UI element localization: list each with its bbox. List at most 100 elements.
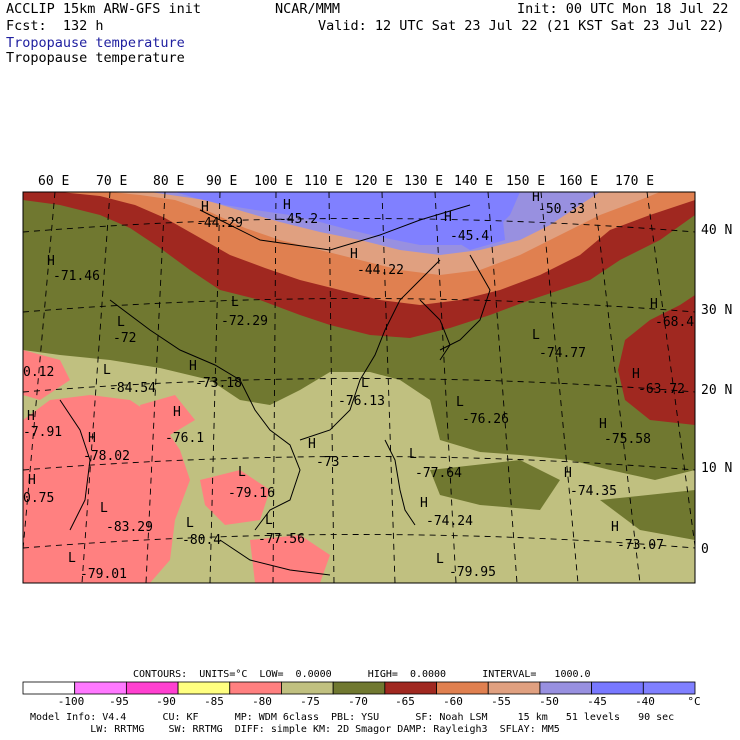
center-type: H	[611, 520, 619, 535]
colorbar-tick-label: -60	[443, 695, 463, 708]
colorbar-box	[487, 681, 541, 695]
colorbar-tick-label: -45	[587, 695, 607, 708]
center-value: -72.29	[221, 314, 268, 329]
center-type: H	[444, 210, 452, 225]
colorbar-tick-label: -75	[300, 695, 320, 708]
colorbar-tick-label: -70	[348, 695, 368, 708]
colorbar-box	[436, 681, 489, 695]
lon-label: 150 E	[506, 174, 545, 189]
latitude-line-10n	[23, 456, 695, 471]
contours-info: CONTOURS: UNITS=°C LOW= 0.0000 HIGH= 0.0…	[133, 669, 591, 680]
lon-label: 60 E	[38, 174, 69, 189]
colorbar-tick-label: -95	[109, 695, 129, 708]
pink-patch-1	[23, 350, 70, 400]
center-type: L	[117, 315, 125, 330]
coastline-philippines	[384, 439, 416, 526]
center-value: -44.29	[196, 216, 243, 231]
center-value: -80.4	[182, 533, 221, 548]
lat-label: 20 N	[701, 383, 732, 398]
lon-label: 170 E	[615, 174, 654, 189]
center-type: L	[238, 465, 246, 480]
graticule	[23, 192, 695, 583]
latitude-line-equator	[23, 534, 695, 549]
center-value: -79.01	[80, 567, 127, 582]
center-type: L	[186, 516, 194, 531]
center-type: H	[189, 359, 197, 374]
colorbar-tick-label: -90	[156, 695, 176, 708]
field-title-primary: Tropopause temperature	[6, 35, 185, 51]
center-type: H	[173, 405, 181, 420]
pressure-centers: H -44.29 H -45.2 H -45.4 H -50.33 H -44.…	[23, 192, 694, 582]
colorbar-box	[125, 681, 179, 695]
center-type: H	[201, 200, 209, 215]
center-value: -45.2	[279, 212, 318, 227]
center-type: H	[420, 496, 428, 511]
latitude-line-20n	[23, 378, 695, 393]
valid-time: Valid: 12 UTC Sat 23 Jul 22 (21 KST Sat …	[318, 18, 725, 34]
center-value: -74.77	[539, 346, 586, 361]
center-type: L	[68, 551, 76, 566]
colorbar-box	[281, 681, 334, 695]
center-value: -73.18	[195, 376, 242, 391]
lon-label: 90 E	[206, 174, 237, 189]
center-value: -68.4	[655, 315, 694, 330]
center-type: H	[88, 431, 96, 446]
color-bar	[22, 681, 696, 695]
olive-patch-south-2	[600, 490, 695, 540]
coastline-china	[299, 259, 441, 441]
lon-label: 80 E	[153, 174, 184, 189]
center-value: -50.33	[538, 202, 585, 217]
lon-label: 120 E	[354, 174, 393, 189]
lon-label: 130 E	[404, 174, 443, 189]
lon-label: 100 E	[254, 174, 293, 189]
center-value: -79.95	[449, 565, 496, 580]
center-type: H	[308, 437, 316, 452]
color-bar-labels: -100 -95 -90 -85 -80 -75 -70 -65 -60 -55…	[58, 695, 701, 708]
center-type: H	[599, 417, 607, 432]
colorbar-box	[642, 681, 696, 695]
coastline-indonesia	[219, 539, 331, 576]
coastline-japan	[439, 254, 491, 351]
center-value: -77.64	[415, 466, 462, 481]
pink-patch-3	[250, 535, 330, 583]
field-title-secondary: Tropopause temperature	[6, 50, 185, 66]
center-value: -76.26	[462, 412, 509, 427]
center-type: H	[650, 297, 658, 312]
center-value: -75.58	[604, 432, 651, 447]
colorbar-tick-label: -40	[635, 695, 655, 708]
colorbar-box	[229, 681, 282, 695]
colorbar-tick-label: -50	[539, 695, 559, 708]
center-value: -63.72	[638, 382, 685, 397]
coastline-korea	[419, 299, 451, 361]
colorbar-tick-label: -80	[252, 695, 272, 708]
center-value: -45.4	[450, 229, 489, 244]
center-value: -84.54	[109, 381, 156, 396]
center-value: -83.29	[106, 520, 153, 535]
center-type: L	[265, 513, 273, 528]
colorbar-box	[177, 681, 231, 695]
lon-label: 110 E	[304, 174, 343, 189]
center-type: H	[632, 367, 640, 382]
init-time: Init: 00 UTC Mon 18 Jul 22	[517, 1, 729, 17]
center-type: H	[350, 247, 358, 262]
lon-label: 160 E	[559, 174, 598, 189]
colorbar-box	[591, 681, 644, 695]
center-value: -77.56	[258, 532, 305, 547]
colorbar-box	[22, 681, 76, 695]
center-type: L	[100, 501, 108, 516]
center-type: L	[231, 295, 239, 310]
center-type: H	[47, 254, 55, 269]
olive-patch-south-1	[430, 460, 560, 510]
longitude-labels: 60 E 70 E 80 E 90 E 100 E 110 E 120 E 13…	[38, 174, 654, 189]
center-value: -76.1	[165, 431, 204, 446]
center-type: L	[532, 328, 540, 343]
shaded-field	[23, 192, 695, 583]
center-type: L	[103, 363, 111, 378]
colorbar-box	[74, 681, 127, 695]
model-info-line-1: Model Info: V4.4 CU: KF MP: WDM 6class P…	[30, 712, 675, 723]
colorbar-tick-label: -65	[395, 695, 415, 708]
center-type: H	[564, 466, 572, 481]
pink-patch-2	[200, 470, 270, 525]
lat-label: 10 N	[701, 461, 732, 476]
colorbar-unit: °C	[687, 695, 700, 708]
